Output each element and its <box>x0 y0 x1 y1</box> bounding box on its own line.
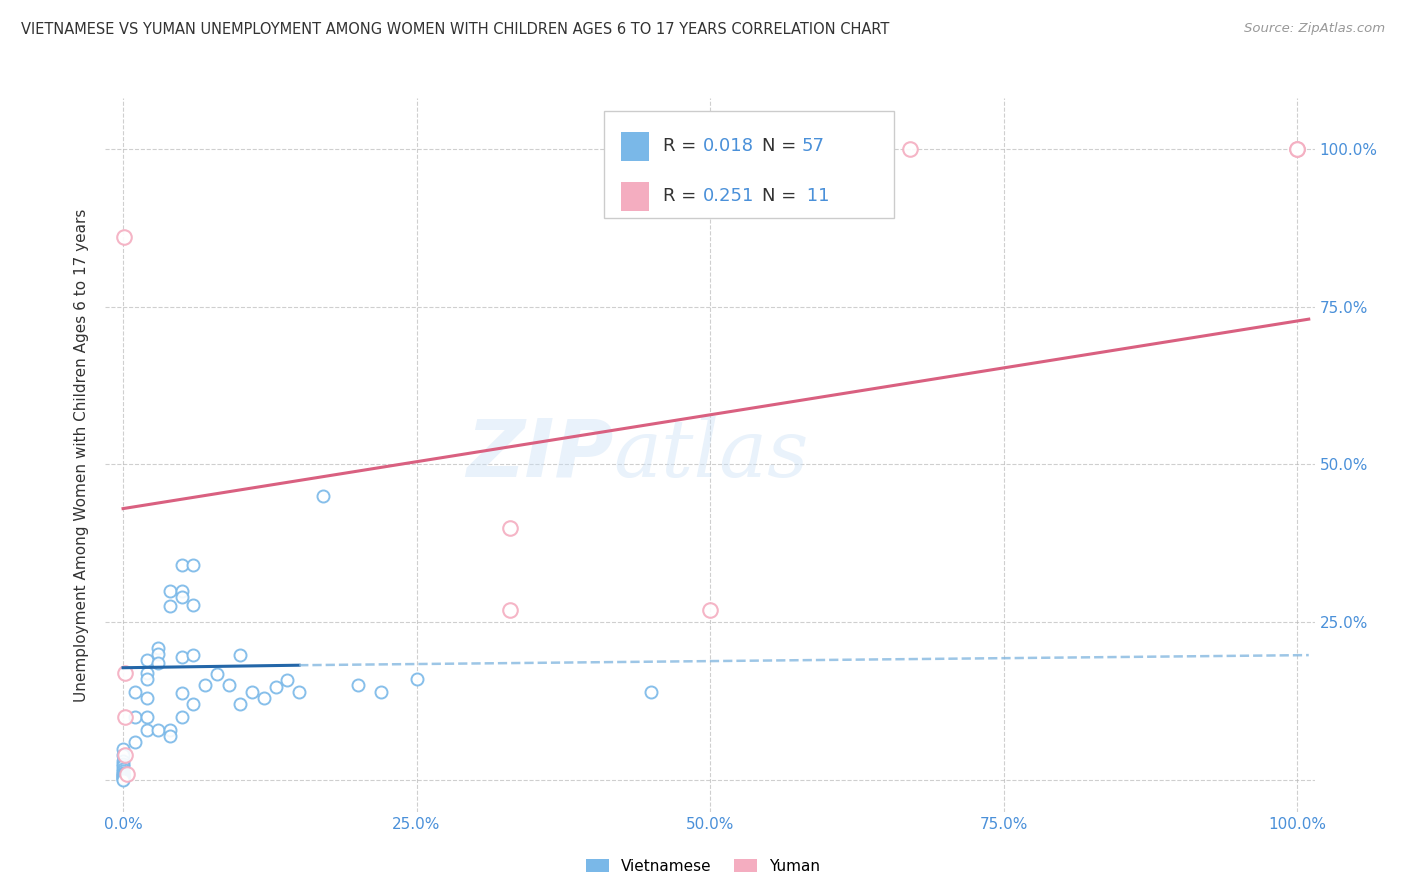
Point <box>114 665 136 680</box>
Point <box>112 747 135 762</box>
Point <box>253 691 276 706</box>
Point <box>112 768 135 782</box>
Point <box>124 735 146 749</box>
Point <box>640 684 662 698</box>
Point <box>135 691 157 706</box>
Point <box>148 723 170 737</box>
Point <box>112 772 135 787</box>
Point <box>114 710 136 724</box>
Point <box>112 741 135 756</box>
Point <box>159 723 181 737</box>
Text: 57: 57 <box>801 137 824 155</box>
Text: R =: R = <box>664 187 703 205</box>
Point <box>112 759 135 773</box>
Point <box>218 678 240 692</box>
Point <box>183 598 205 612</box>
Point <box>898 142 921 156</box>
Point <box>112 772 135 786</box>
Text: N =: N = <box>762 137 801 155</box>
Point <box>311 489 333 503</box>
Point <box>112 230 135 244</box>
Point <box>148 647 170 661</box>
Point <box>183 648 205 662</box>
Point <box>135 665 157 680</box>
Point <box>170 583 193 598</box>
Point <box>170 650 193 665</box>
Point <box>229 698 252 712</box>
Point <box>1285 142 1308 156</box>
Point <box>112 771 135 785</box>
Point <box>112 757 135 772</box>
Point <box>183 558 205 573</box>
Point <box>170 590 193 604</box>
Point <box>115 767 138 781</box>
Point <box>229 648 252 662</box>
Point <box>699 602 721 616</box>
Point <box>124 710 146 724</box>
Point <box>135 710 157 724</box>
Point <box>112 762 135 776</box>
Text: 11: 11 <box>801 187 830 205</box>
Point <box>170 686 193 700</box>
Point <box>112 765 135 780</box>
Point <box>112 770 135 784</box>
Point <box>170 558 193 573</box>
Point <box>114 747 136 762</box>
Point <box>159 599 181 614</box>
Point <box>148 640 170 655</box>
Point <box>170 710 193 724</box>
Y-axis label: Unemployment Among Women with Children Ages 6 to 17 years: Unemployment Among Women with Children A… <box>75 208 90 702</box>
Text: ZIP: ZIP <box>465 416 613 494</box>
Point <box>499 520 522 534</box>
Point <box>370 684 392 698</box>
Text: R =: R = <box>664 137 703 155</box>
Legend: Vietnamese, Yuman: Vietnamese, Yuman <box>579 853 827 880</box>
Point <box>135 653 157 667</box>
Point <box>194 678 217 692</box>
Point <box>205 667 228 681</box>
Text: N =: N = <box>762 187 801 205</box>
Text: atlas: atlas <box>613 417 808 493</box>
Point <box>135 672 157 686</box>
Text: 0.251: 0.251 <box>703 187 754 205</box>
Point <box>183 698 205 712</box>
Point <box>112 754 135 768</box>
Point <box>276 673 298 688</box>
Point <box>159 583 181 598</box>
Point <box>135 723 157 737</box>
Point <box>148 657 170 671</box>
Point <box>240 684 263 698</box>
Text: Source: ZipAtlas.com: Source: ZipAtlas.com <box>1244 22 1385 36</box>
Point <box>288 684 311 698</box>
Point <box>347 678 370 692</box>
Point <box>124 684 146 698</box>
Point <box>159 729 181 743</box>
Text: 0.018: 0.018 <box>703 137 754 155</box>
Point <box>405 672 427 686</box>
Point <box>112 764 135 778</box>
Point <box>1285 142 1308 156</box>
Point <box>499 602 522 616</box>
Point <box>112 769 135 783</box>
Text: VIETNAMESE VS YUMAN UNEMPLOYMENT AMONG WOMEN WITH CHILDREN AGES 6 TO 17 YEARS CO: VIETNAMESE VS YUMAN UNEMPLOYMENT AMONG W… <box>21 22 890 37</box>
Point <box>264 680 287 694</box>
Point <box>112 767 135 781</box>
